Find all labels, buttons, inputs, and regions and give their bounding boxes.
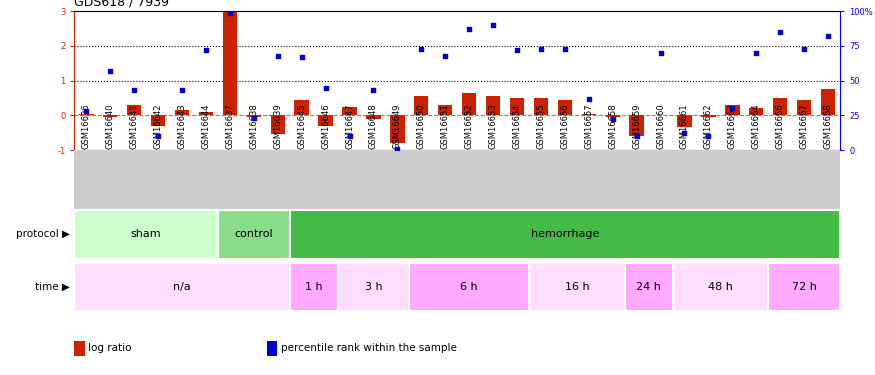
Text: percentile rank within the sample: percentile rank within the sample — [281, 343, 457, 353]
Bar — [295, 100, 309, 116]
Point — [702, 133, 716, 139]
Bar — [414, 96, 429, 116]
Bar — [290, 262, 338, 311]
Bar — [673, 262, 768, 311]
Text: 3 h: 3 h — [365, 282, 382, 292]
Text: protocol ▶: protocol ▶ — [16, 230, 70, 239]
Point — [175, 87, 189, 93]
Point — [606, 117, 620, 123]
Bar — [510, 98, 524, 116]
Bar — [338, 262, 410, 311]
Text: n/a: n/a — [173, 282, 191, 292]
Text: sham: sham — [131, 230, 162, 239]
Bar — [151, 116, 165, 126]
Bar — [625, 262, 673, 311]
Bar — [290, 210, 840, 259]
Point — [103, 68, 117, 74]
Bar — [127, 105, 142, 116]
Bar — [223, 12, 237, 116]
Bar — [773, 98, 788, 116]
Bar — [74, 340, 85, 356]
Point — [462, 26, 476, 32]
Text: GDS618 / 7939: GDS618 / 7939 — [74, 0, 170, 9]
Bar — [529, 262, 625, 311]
Point — [318, 85, 332, 91]
Point — [223, 10, 237, 16]
Bar — [629, 116, 644, 136]
Text: time ▶: time ▶ — [35, 282, 70, 292]
Point — [630, 133, 644, 139]
Point — [558, 46, 572, 52]
Point — [414, 46, 428, 52]
Bar — [462, 93, 476, 116]
Bar — [486, 96, 500, 116]
Bar — [74, 262, 290, 311]
Text: hemorrhage: hemorrhage — [530, 230, 599, 239]
Bar — [725, 105, 739, 116]
Bar — [175, 110, 189, 116]
Text: 6 h: 6 h — [460, 282, 478, 292]
Point — [725, 105, 739, 111]
Bar — [390, 116, 404, 143]
Point — [797, 46, 811, 52]
Bar — [677, 116, 691, 128]
Text: control: control — [234, 230, 273, 239]
Bar — [267, 340, 277, 356]
Text: log ratio: log ratio — [88, 343, 132, 353]
Bar — [199, 112, 214, 116]
Bar — [103, 116, 117, 117]
Point — [677, 130, 691, 136]
Point — [774, 29, 788, 35]
Text: 1 h: 1 h — [304, 282, 323, 292]
Point — [390, 146, 404, 152]
Bar — [270, 116, 285, 134]
Point — [151, 133, 165, 139]
Bar — [797, 100, 811, 116]
Bar — [79, 114, 94, 116]
Point — [342, 133, 356, 139]
Point — [582, 96, 596, 102]
Point — [438, 53, 452, 58]
Bar — [749, 108, 764, 115]
Point — [367, 87, 381, 93]
Text: 72 h: 72 h — [792, 282, 816, 292]
Bar — [768, 262, 840, 311]
Point — [749, 50, 763, 56]
Bar — [218, 210, 290, 259]
Bar — [410, 262, 529, 311]
Point — [247, 115, 261, 121]
Bar — [606, 116, 620, 117]
Point — [199, 47, 213, 53]
Bar — [318, 116, 332, 126]
Bar — [342, 106, 357, 116]
Bar — [534, 98, 548, 116]
Bar — [438, 105, 452, 116]
Text: 48 h: 48 h — [708, 282, 732, 292]
Point — [534, 46, 548, 52]
Bar — [701, 116, 716, 117]
Point — [127, 87, 141, 93]
Point — [487, 22, 500, 28]
Point — [80, 108, 94, 114]
Bar — [247, 116, 261, 117]
Bar — [367, 116, 381, 119]
Point — [654, 50, 668, 56]
Bar — [821, 89, 836, 116]
Point — [510, 47, 524, 53]
Bar — [74, 210, 218, 259]
Bar — [582, 114, 596, 116]
Point — [821, 33, 835, 39]
Bar — [557, 100, 572, 116]
Point — [270, 53, 284, 58]
Text: 16 h: 16 h — [564, 282, 589, 292]
Text: 24 h: 24 h — [636, 282, 661, 292]
Point — [295, 54, 309, 60]
